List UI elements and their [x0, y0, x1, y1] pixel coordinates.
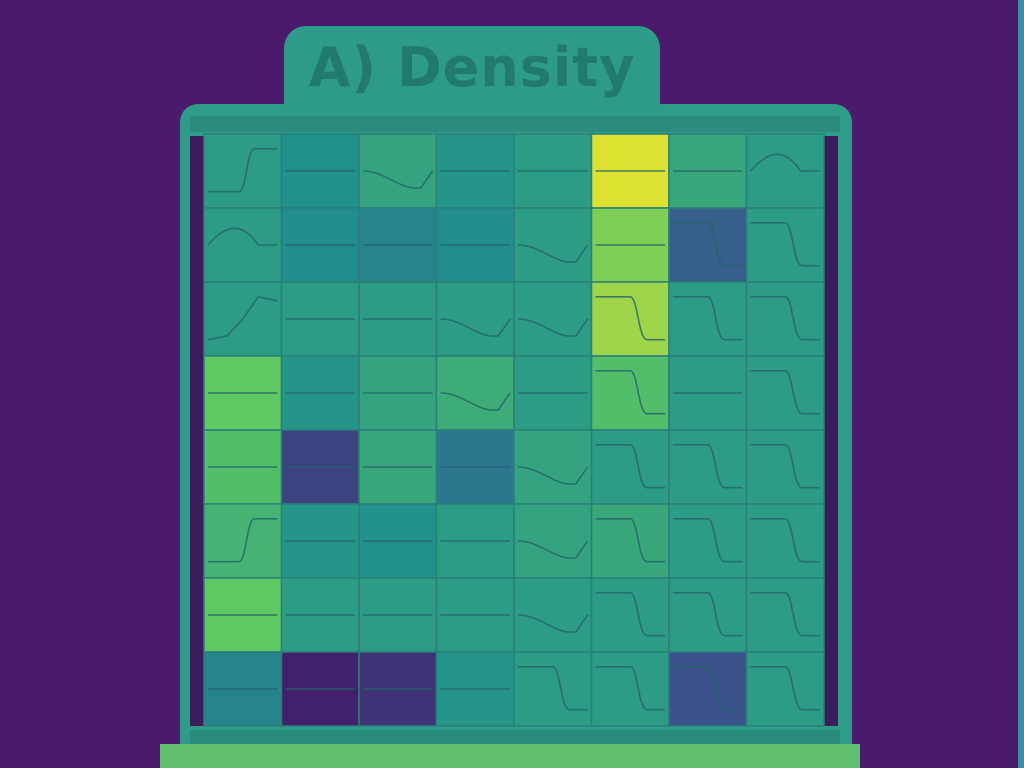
- cell-curve: [750, 666, 820, 711]
- heatmap-cell: [668, 577, 748, 653]
- heatmap-cell: [590, 355, 670, 431]
- heatmap-cell: [513, 207, 593, 283]
- heatmap-cell: [745, 577, 825, 653]
- panel-border-top: [190, 116, 840, 132]
- heatmap-cell: [668, 503, 748, 579]
- heatmap-cell: [590, 429, 670, 505]
- heatmap-cell: [513, 651, 593, 727]
- cell-curve: [207, 227, 278, 246]
- cell-curve: [595, 518, 665, 563]
- cell-curve: [595, 296, 665, 341]
- cell-curve: [750, 592, 820, 637]
- cell-curve: [673, 296, 743, 341]
- cell-curve: [750, 296, 820, 341]
- cell-curve: [749, 153, 820, 172]
- cell-curve: [750, 222, 820, 267]
- heatmap-cell: [668, 429, 748, 505]
- chart-title: A) Density: [308, 36, 636, 99]
- heatmap-cell: [590, 651, 670, 727]
- bottom-band: [160, 744, 860, 768]
- heatmap-cell: [745, 503, 825, 579]
- cell-curve: [517, 244, 589, 263]
- heatmap-cell: [668, 281, 748, 357]
- cell-curve: [595, 444, 665, 489]
- cell-curve: [673, 444, 743, 489]
- cell-curve: [673, 592, 743, 637]
- cell-curve: [207, 295, 278, 341]
- cell-curve: [517, 614, 589, 633]
- cell-curve: [595, 370, 665, 415]
- heatmap-cell: [590, 281, 670, 357]
- heatmap-cell: [513, 281, 593, 357]
- heatmap-cell: [745, 429, 825, 505]
- cell-curve: [208, 148, 278, 193]
- heatmap-cell: [668, 651, 748, 727]
- heatmap-cell: [513, 429, 593, 505]
- cell-curve: [673, 666, 743, 711]
- cell-curve: [750, 370, 820, 415]
- heatmap-cell: [203, 503, 283, 579]
- cell-curve: [440, 318, 511, 337]
- panel-left-edge: [190, 136, 204, 726]
- window-edge: [1018, 0, 1024, 768]
- heatmap-cell: [513, 577, 593, 653]
- heatmap-cell: [590, 503, 670, 579]
- cell-curve: [517, 318, 589, 337]
- heatmap-cell: [745, 281, 825, 357]
- panel-border-bottom: [190, 730, 840, 746]
- cell-curve: [595, 592, 665, 637]
- cell-curve: [595, 666, 665, 711]
- cell-curve: [517, 540, 589, 559]
- cell-curve: [517, 466, 589, 485]
- title-tab: [284, 26, 660, 112]
- cell-curve: [518, 666, 588, 711]
- cell-curve: [440, 392, 511, 411]
- heatmap-cell: [203, 133, 283, 209]
- heatmap-cell: [745, 207, 825, 283]
- cell-curve: [673, 518, 743, 563]
- cell-curve: [673, 222, 743, 267]
- heatmap-cell: [745, 355, 825, 431]
- cell-curve: [208, 518, 278, 563]
- cell-curve: [362, 170, 434, 189]
- heatmap-cell: [745, 651, 825, 727]
- cell-curve: [750, 518, 820, 563]
- heatmap-cell: [668, 207, 748, 283]
- heatmap-cell: [590, 577, 670, 653]
- cell-curve: [750, 444, 820, 489]
